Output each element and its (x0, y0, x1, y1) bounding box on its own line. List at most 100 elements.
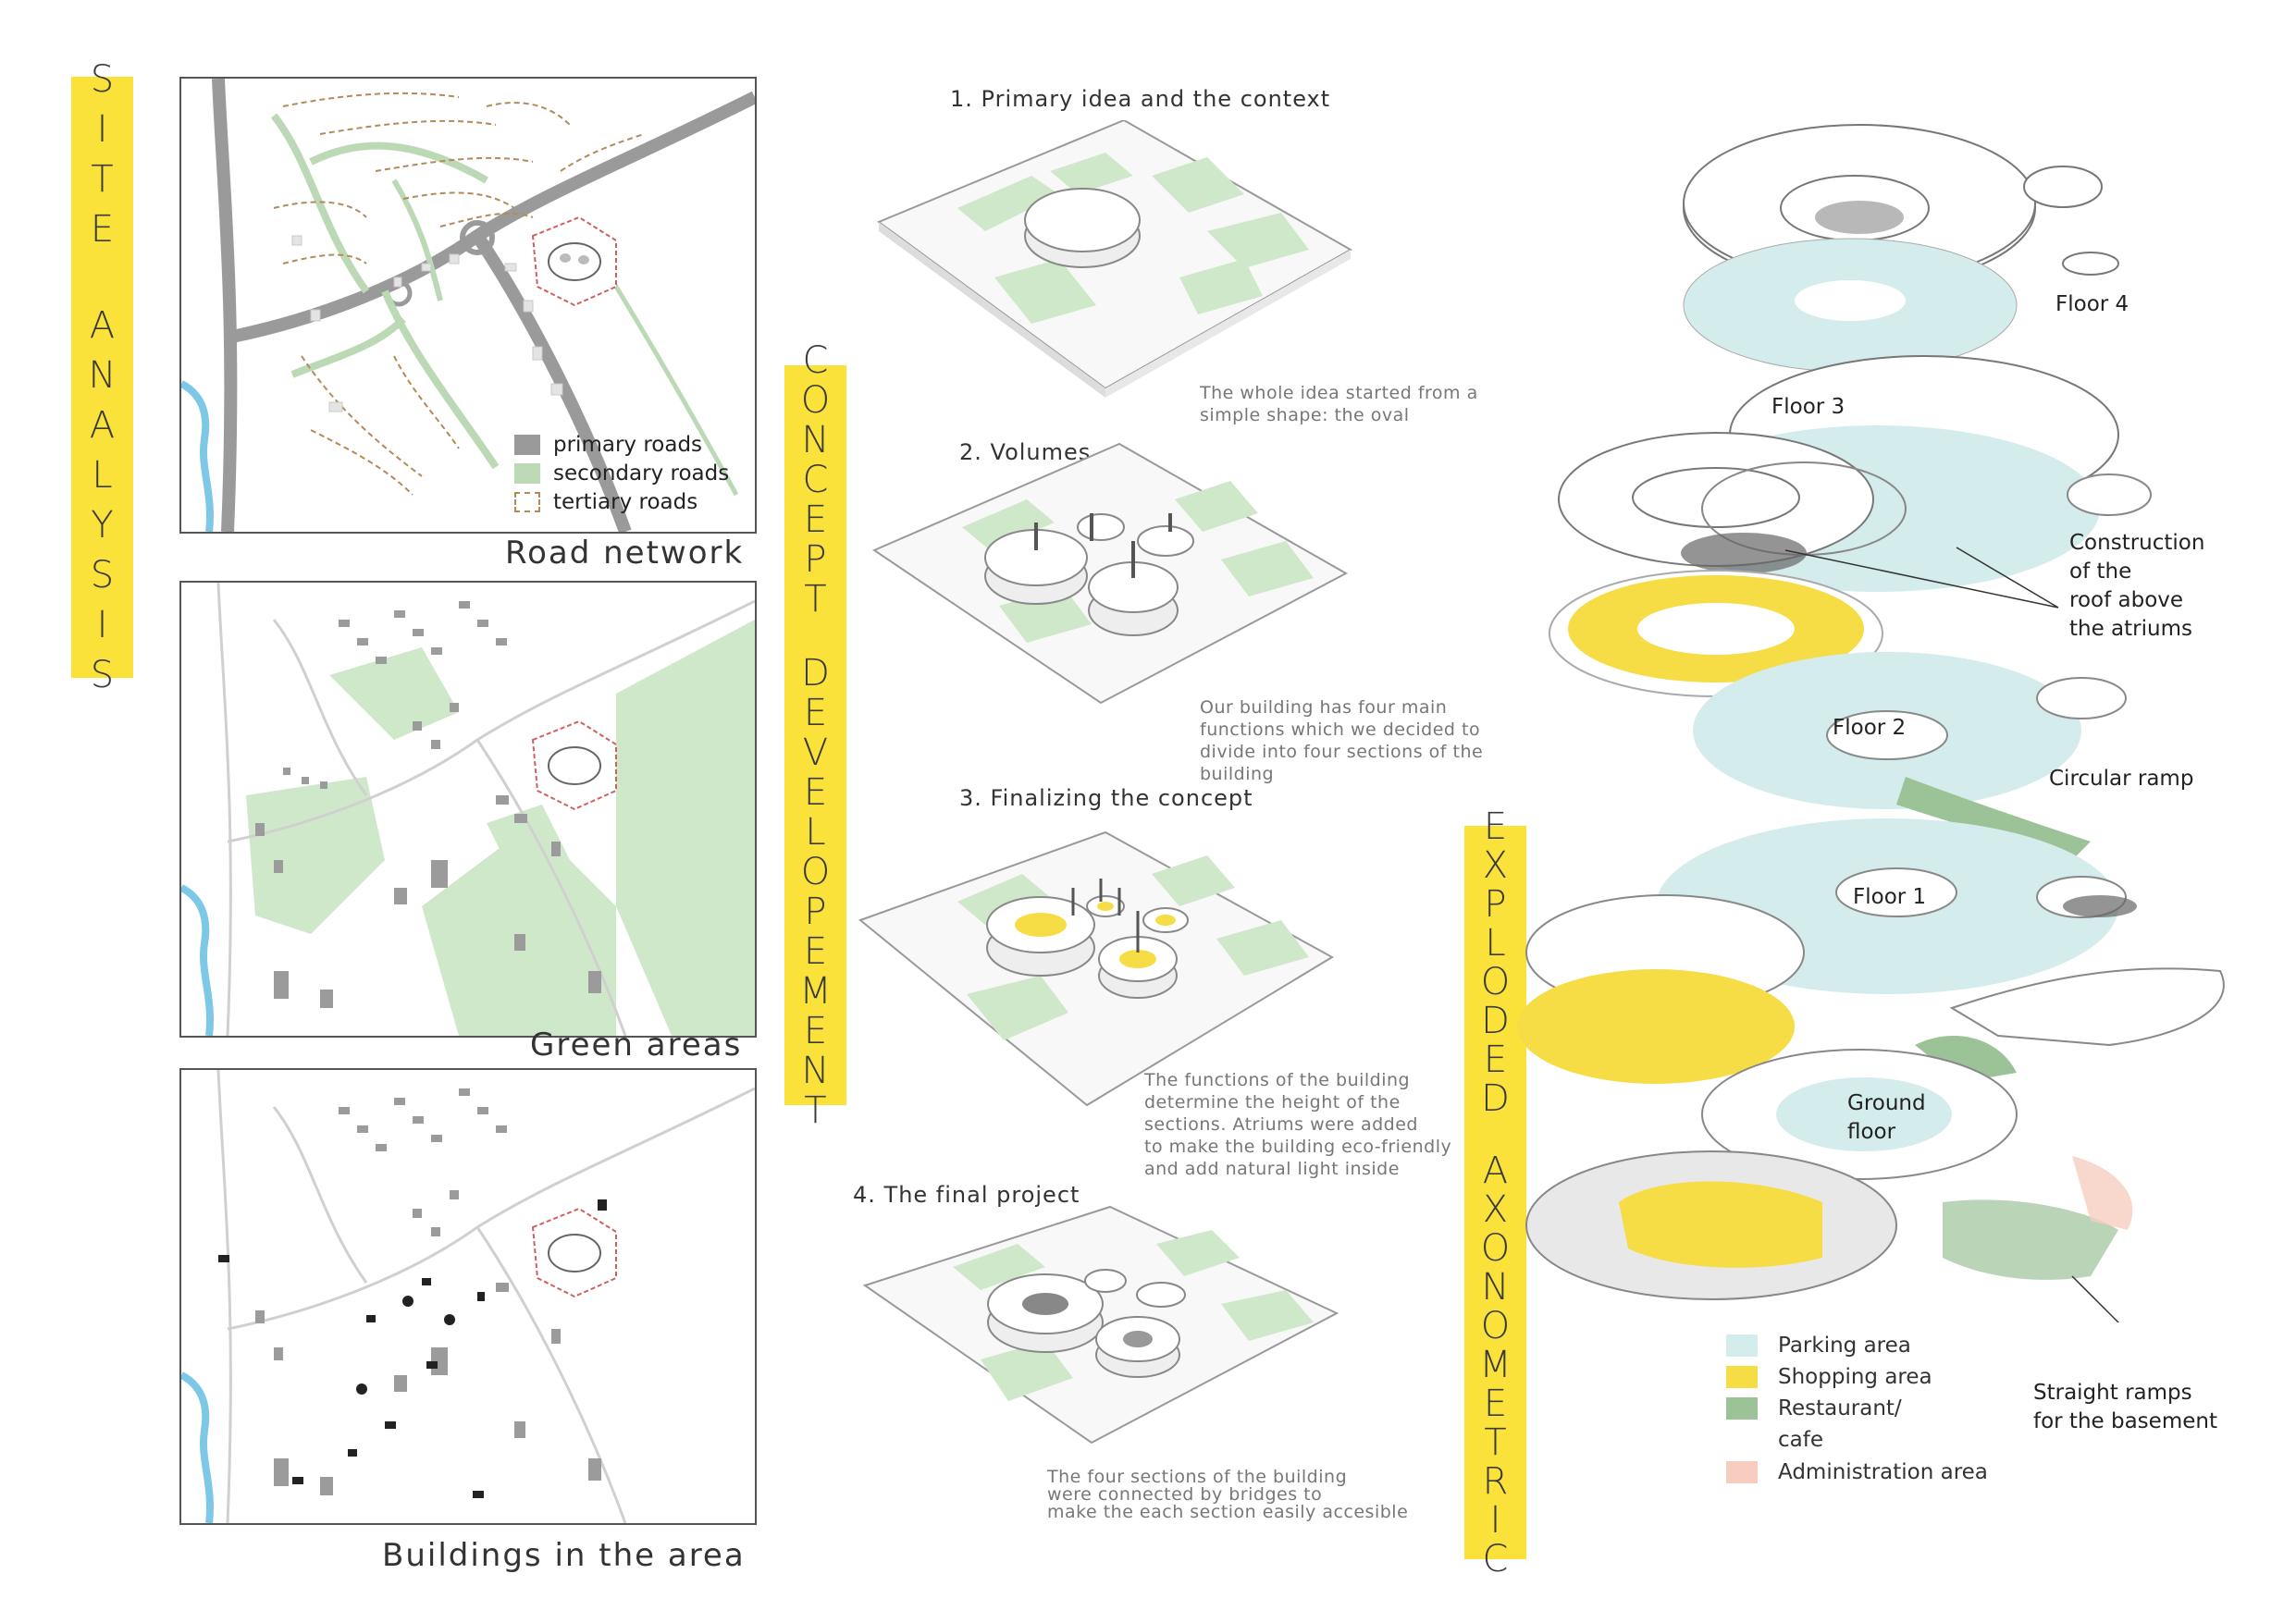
restaurant-swatch (1726, 1397, 1758, 1420)
banner-letter: A (89, 404, 116, 447)
legend-label: tertiary roads (553, 490, 698, 514)
step-4-title: 4. The final project (853, 1182, 1080, 1208)
legend-label: Shopping area (1778, 1365, 1932, 1389)
legend-administration-area: Administration area (1726, 1457, 1988, 1488)
banner-letter: S (90, 58, 115, 101)
ground-line-1: Ground (1847, 1091, 1926, 1115)
label-ground-floor: Ground floor (1847, 1089, 1926, 1147)
banner-letter: T (804, 577, 827, 621)
ramps-line-2: for the basement (2033, 1409, 2217, 1433)
banner-letter: L (92, 454, 113, 497)
banner-letter: C (802, 338, 829, 382)
green-areas-drawing (181, 583, 755, 1036)
ramps-line-1: Straight ramps (2033, 1381, 2192, 1405)
desc-line: to make the building eco-friendly (1144, 1137, 1452, 1157)
banner-letter: N (88, 354, 117, 397)
step-1-drawing (876, 120, 1353, 398)
banner-letter: X (1482, 1187, 1509, 1231)
desc-line: were connected by bridges to (1047, 1484, 1323, 1505)
label-floor-3: Floor 3 (1771, 395, 1845, 419)
roof-line-1: Construction (2069, 531, 2205, 555)
desc-line: The functions of the building (1144, 1070, 1411, 1090)
banner-letter: E (90, 208, 115, 251)
roof-line-2: of the (2069, 559, 2132, 584)
step-4-desc: The four sections of the building were c… (1047, 1469, 1408, 1521)
banner-letter: V (802, 731, 829, 774)
banner-letter: O (1480, 1226, 1511, 1270)
banner-letter: O (1480, 960, 1511, 1003)
banner-letter: E (1483, 1038, 1508, 1081)
banner-letter: C (1482, 1537, 1509, 1580)
legend-shopping-area: Shopping area (1726, 1361, 1932, 1393)
step-4-drawing (862, 1205, 1339, 1445)
tertiary-roads-swatch (514, 492, 540, 512)
road-network-drawing (181, 79, 755, 532)
road-network-map: primary roads secondary roads tertiary r… (179, 77, 757, 534)
label-straight-ramps: Straight ramps for the basement (2033, 1379, 2217, 1436)
banner-letter: S (90, 554, 115, 596)
banner-letter: D (801, 651, 830, 695)
banner-letter: N (801, 1049, 830, 1092)
step-3-title: 3. Finalizing the concept (959, 785, 1253, 811)
step-2-drawing (871, 442, 1349, 705)
step-1-desc: The whole idea started from a simple sha… (1200, 382, 1478, 426)
banner-letter: I (96, 604, 108, 646)
legend-label-line-1: Restaurant/ (1778, 1396, 1902, 1420)
legend-label: primary roads (553, 433, 703, 457)
desc-line: Our building has four main (1200, 697, 1448, 718)
desc-line: divide into four sections of the (1200, 742, 1484, 762)
buildings-map (179, 1068, 757, 1525)
step-2-desc: Our building has four main functions whi… (1200, 696, 1483, 785)
label-floor-4: Floor 4 (2055, 292, 2129, 316)
legend-label: Parking area (1778, 1334, 1911, 1358)
banner-letter: E (1483, 1382, 1508, 1425)
banner-letter: L (805, 810, 826, 854)
step-2-title: 2. Volumes (959, 439, 1092, 465)
legend-label-line-2: cafe (1778, 1428, 1823, 1452)
legend-label: secondary roads (553, 461, 730, 486)
banner-letter: I (1489, 1498, 1501, 1542)
green-areas-map (179, 581, 757, 1038)
banner-letter: N (1481, 1265, 1510, 1309)
label-circular-ramp: Circular ramp (2049, 767, 2194, 791)
shopping-swatch (1726, 1366, 1758, 1388)
banner-letter: M (1479, 1343, 1512, 1386)
roof-line-4: the atriums (2069, 617, 2192, 641)
banner-letter: P (1484, 882, 1507, 926)
legend-restaurant: Restaurant/ cafe (1726, 1393, 1902, 1456)
banner-letter: M (799, 969, 832, 1013)
buildings-title: Buildings in the area (382, 1537, 746, 1574)
administration-swatch (1726, 1461, 1758, 1483)
desc-line: The whole idea started from a (1200, 383, 1478, 403)
step-3-drawing (858, 830, 1335, 1107)
banner-letter: A (89, 304, 116, 347)
desc-line: make the each section easily accesible (1047, 1502, 1409, 1522)
banner-letter: O (800, 378, 831, 422)
desc-line: simple shape: the oval (1200, 405, 1410, 425)
banner-letter: E (803, 770, 828, 814)
label-floor-1: Floor 1 (1853, 885, 1927, 909)
banner-letter: S (90, 654, 115, 696)
step-3-desc: The functions of the building determine … (1144, 1069, 1451, 1180)
exploded-axonometric-drawing (1517, 124, 2225, 1322)
label-floor-2: Floor 2 (1833, 716, 1907, 740)
banner-letter: T (1484, 1420, 1507, 1464)
banner-letter: I (96, 108, 108, 151)
legend-label: Administration area (1778, 1460, 1988, 1484)
roof-line-3: roof above (2069, 588, 2184, 612)
desc-line: building (1200, 764, 1275, 784)
banner-letter: P (804, 537, 827, 581)
buildings-drawing (181, 1070, 755, 1523)
road-network-title: Road network (505, 535, 745, 572)
legend-parking-area: Parking area (1726, 1330, 1911, 1361)
label-roof-construction: Construction of the roof above the atriu… (2069, 529, 2204, 644)
banner-letter: D (1481, 1076, 1510, 1120)
banner-letter: R (1482, 1459, 1509, 1503)
banner-letter: L (1485, 921, 1506, 965)
banner-letter: T (91, 158, 114, 201)
